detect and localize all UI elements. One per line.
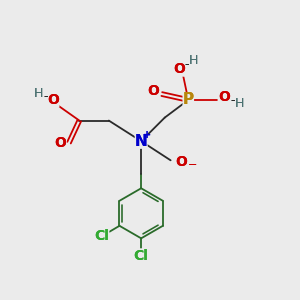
Text: H: H xyxy=(189,54,198,67)
Text: −: − xyxy=(188,160,197,170)
Text: -: - xyxy=(43,90,47,103)
Text: Cl: Cl xyxy=(94,229,109,243)
Text: Cl: Cl xyxy=(94,229,109,243)
Text: -: - xyxy=(230,94,235,107)
Text: Cl: Cl xyxy=(94,229,109,243)
Text: +: + xyxy=(143,130,151,140)
Text: O: O xyxy=(175,155,187,169)
Text: O: O xyxy=(54,136,66,150)
Text: P: P xyxy=(183,92,194,107)
Text: H: H xyxy=(235,97,244,110)
Text: O: O xyxy=(148,84,160,98)
Text: H: H xyxy=(33,87,43,100)
Text: Cl: Cl xyxy=(134,249,148,263)
Text: -: - xyxy=(230,94,235,107)
Text: O: O xyxy=(47,93,59,107)
Text: O: O xyxy=(175,155,187,169)
Text: O: O xyxy=(173,62,185,76)
Text: P: P xyxy=(183,93,194,107)
Text: −: − xyxy=(188,160,197,170)
Text: O: O xyxy=(47,93,59,107)
Text: -: - xyxy=(184,58,189,71)
Text: N: N xyxy=(135,134,147,148)
Text: N: N xyxy=(135,134,148,149)
Text: O: O xyxy=(218,90,230,104)
Text: O: O xyxy=(175,155,187,169)
Text: -: - xyxy=(184,58,189,71)
Text: O: O xyxy=(218,90,230,104)
Text: Cl: Cl xyxy=(134,249,148,263)
Text: Cl: Cl xyxy=(134,249,148,263)
Text: H: H xyxy=(33,87,43,100)
Text: O: O xyxy=(173,62,185,76)
Text: H: H xyxy=(235,97,244,110)
Text: O: O xyxy=(54,136,66,150)
Text: O: O xyxy=(148,84,160,98)
Text: H: H xyxy=(189,54,198,67)
Text: +: + xyxy=(143,130,151,140)
Text: O: O xyxy=(47,93,59,107)
Text: O: O xyxy=(148,84,160,98)
Text: O: O xyxy=(173,62,185,76)
Text: -: - xyxy=(43,90,47,103)
Text: P: P xyxy=(183,92,194,107)
Text: N: N xyxy=(135,134,148,149)
Text: O: O xyxy=(218,90,230,104)
Text: O: O xyxy=(54,136,66,150)
